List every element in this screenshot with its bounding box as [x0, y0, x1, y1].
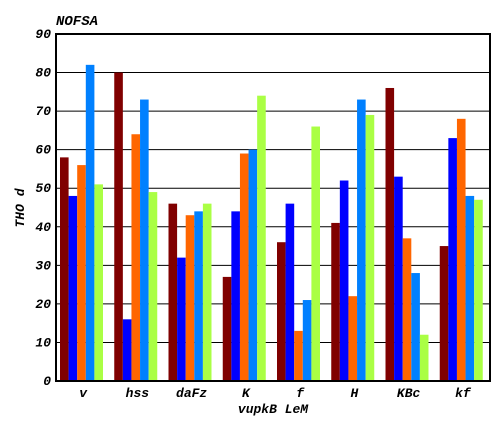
- bar: [177, 257, 186, 381]
- plot-frame: [55, 33, 491, 382]
- chart-title: NOFSA: [56, 14, 98, 30]
- bar: [202, 203, 212, 381]
- bar: [194, 211, 203, 381]
- y-tick-label: 80: [35, 66, 51, 81]
- bar: [94, 184, 103, 381]
- gridlines: [56, 72, 490, 343]
- bar: [311, 126, 320, 382]
- bar: [85, 64, 95, 381]
- bar: [394, 176, 403, 381]
- bar: [148, 192, 158, 381]
- bar: [122, 319, 132, 381]
- bar: [168, 203, 178, 381]
- bar: [348, 296, 358, 381]
- bar: [68, 195, 78, 381]
- bar: [294, 330, 303, 381]
- bar: [419, 334, 429, 381]
- x-tick-label: hss: [126, 386, 150, 401]
- bar: [277, 242, 286, 381]
- x-tick-label: K: [242, 386, 251, 401]
- bar: [77, 165, 86, 381]
- bar: [60, 157, 69, 381]
- y-tick-label: 70: [35, 104, 51, 119]
- bar: [465, 195, 475, 381]
- bar: [185, 215, 195, 381]
- bar: [231, 211, 240, 381]
- bar: [357, 99, 366, 382]
- bar: [456, 118, 466, 382]
- bars: [60, 64, 483, 382]
- x-tick-label: f: [296, 386, 305, 401]
- bar: [411, 273, 420, 381]
- bar: [257, 95, 266, 381]
- x-tick-label: H: [350, 386, 358, 401]
- x-tick-label: kf: [455, 386, 472, 401]
- x-axis-label: vupkB LeM: [238, 402, 309, 417]
- bar: [222, 276, 232, 381]
- bar: [140, 99, 149, 382]
- bar: [331, 222, 340, 381]
- bar: [131, 134, 141, 381]
- bar: [474, 199, 483, 381]
- bar: [285, 203, 295, 381]
- y-axis-label: THO d: [13, 187, 28, 227]
- x-tick-label: v: [79, 386, 88, 401]
- y-tick-label: 20: [35, 297, 51, 312]
- bar: [339, 180, 349, 381]
- y-tick-label: 10: [35, 335, 51, 350]
- bar: [248, 149, 258, 381]
- bar: [114, 72, 123, 382]
- bar: [365, 114, 375, 381]
- bar: [239, 153, 249, 381]
- y-tick-label: 40: [35, 220, 51, 235]
- y-tick-labels: 0 10 20 30 40 50 60 70 80 90: [35, 27, 51, 389]
- y-tick-label: 60: [35, 143, 51, 158]
- y-tick-label: 0: [43, 374, 51, 389]
- y-tick-label: 50: [35, 181, 51, 196]
- bar: [385, 87, 395, 381]
- bar: [448, 138, 457, 381]
- y-tick-label: 30: [35, 258, 51, 273]
- bar: [402, 238, 412, 381]
- bar: [302, 300, 312, 381]
- x-tick-label: daFz: [176, 386, 207, 401]
- y-tick-label: 90: [35, 27, 51, 42]
- bar: [439, 246, 449, 381]
- x-tick-label: KBc: [397, 386, 421, 401]
